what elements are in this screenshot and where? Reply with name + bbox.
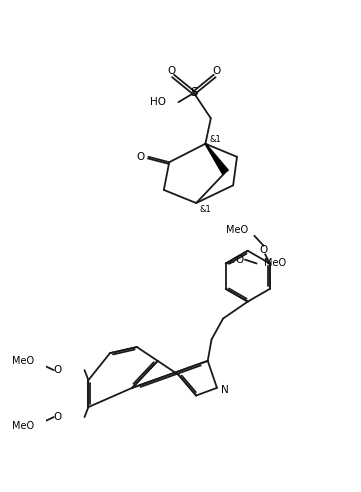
Text: &1: &1 [200,206,211,215]
Text: O: O [168,65,176,76]
Text: O: O [53,412,62,422]
Text: S: S [190,87,197,99]
Text: MeO: MeO [226,224,248,235]
Text: HO: HO [150,97,166,107]
Text: O: O [136,152,145,162]
Text: O: O [212,65,220,76]
Text: O: O [260,245,268,255]
Text: O: O [235,255,244,265]
Text: N: N [221,385,229,395]
Text: MeO: MeO [12,421,35,431]
Polygon shape [205,144,228,174]
Text: MeO: MeO [264,258,286,269]
Text: MeO: MeO [12,356,35,366]
Text: &1: &1 [209,135,221,144]
Text: O: O [53,365,62,375]
